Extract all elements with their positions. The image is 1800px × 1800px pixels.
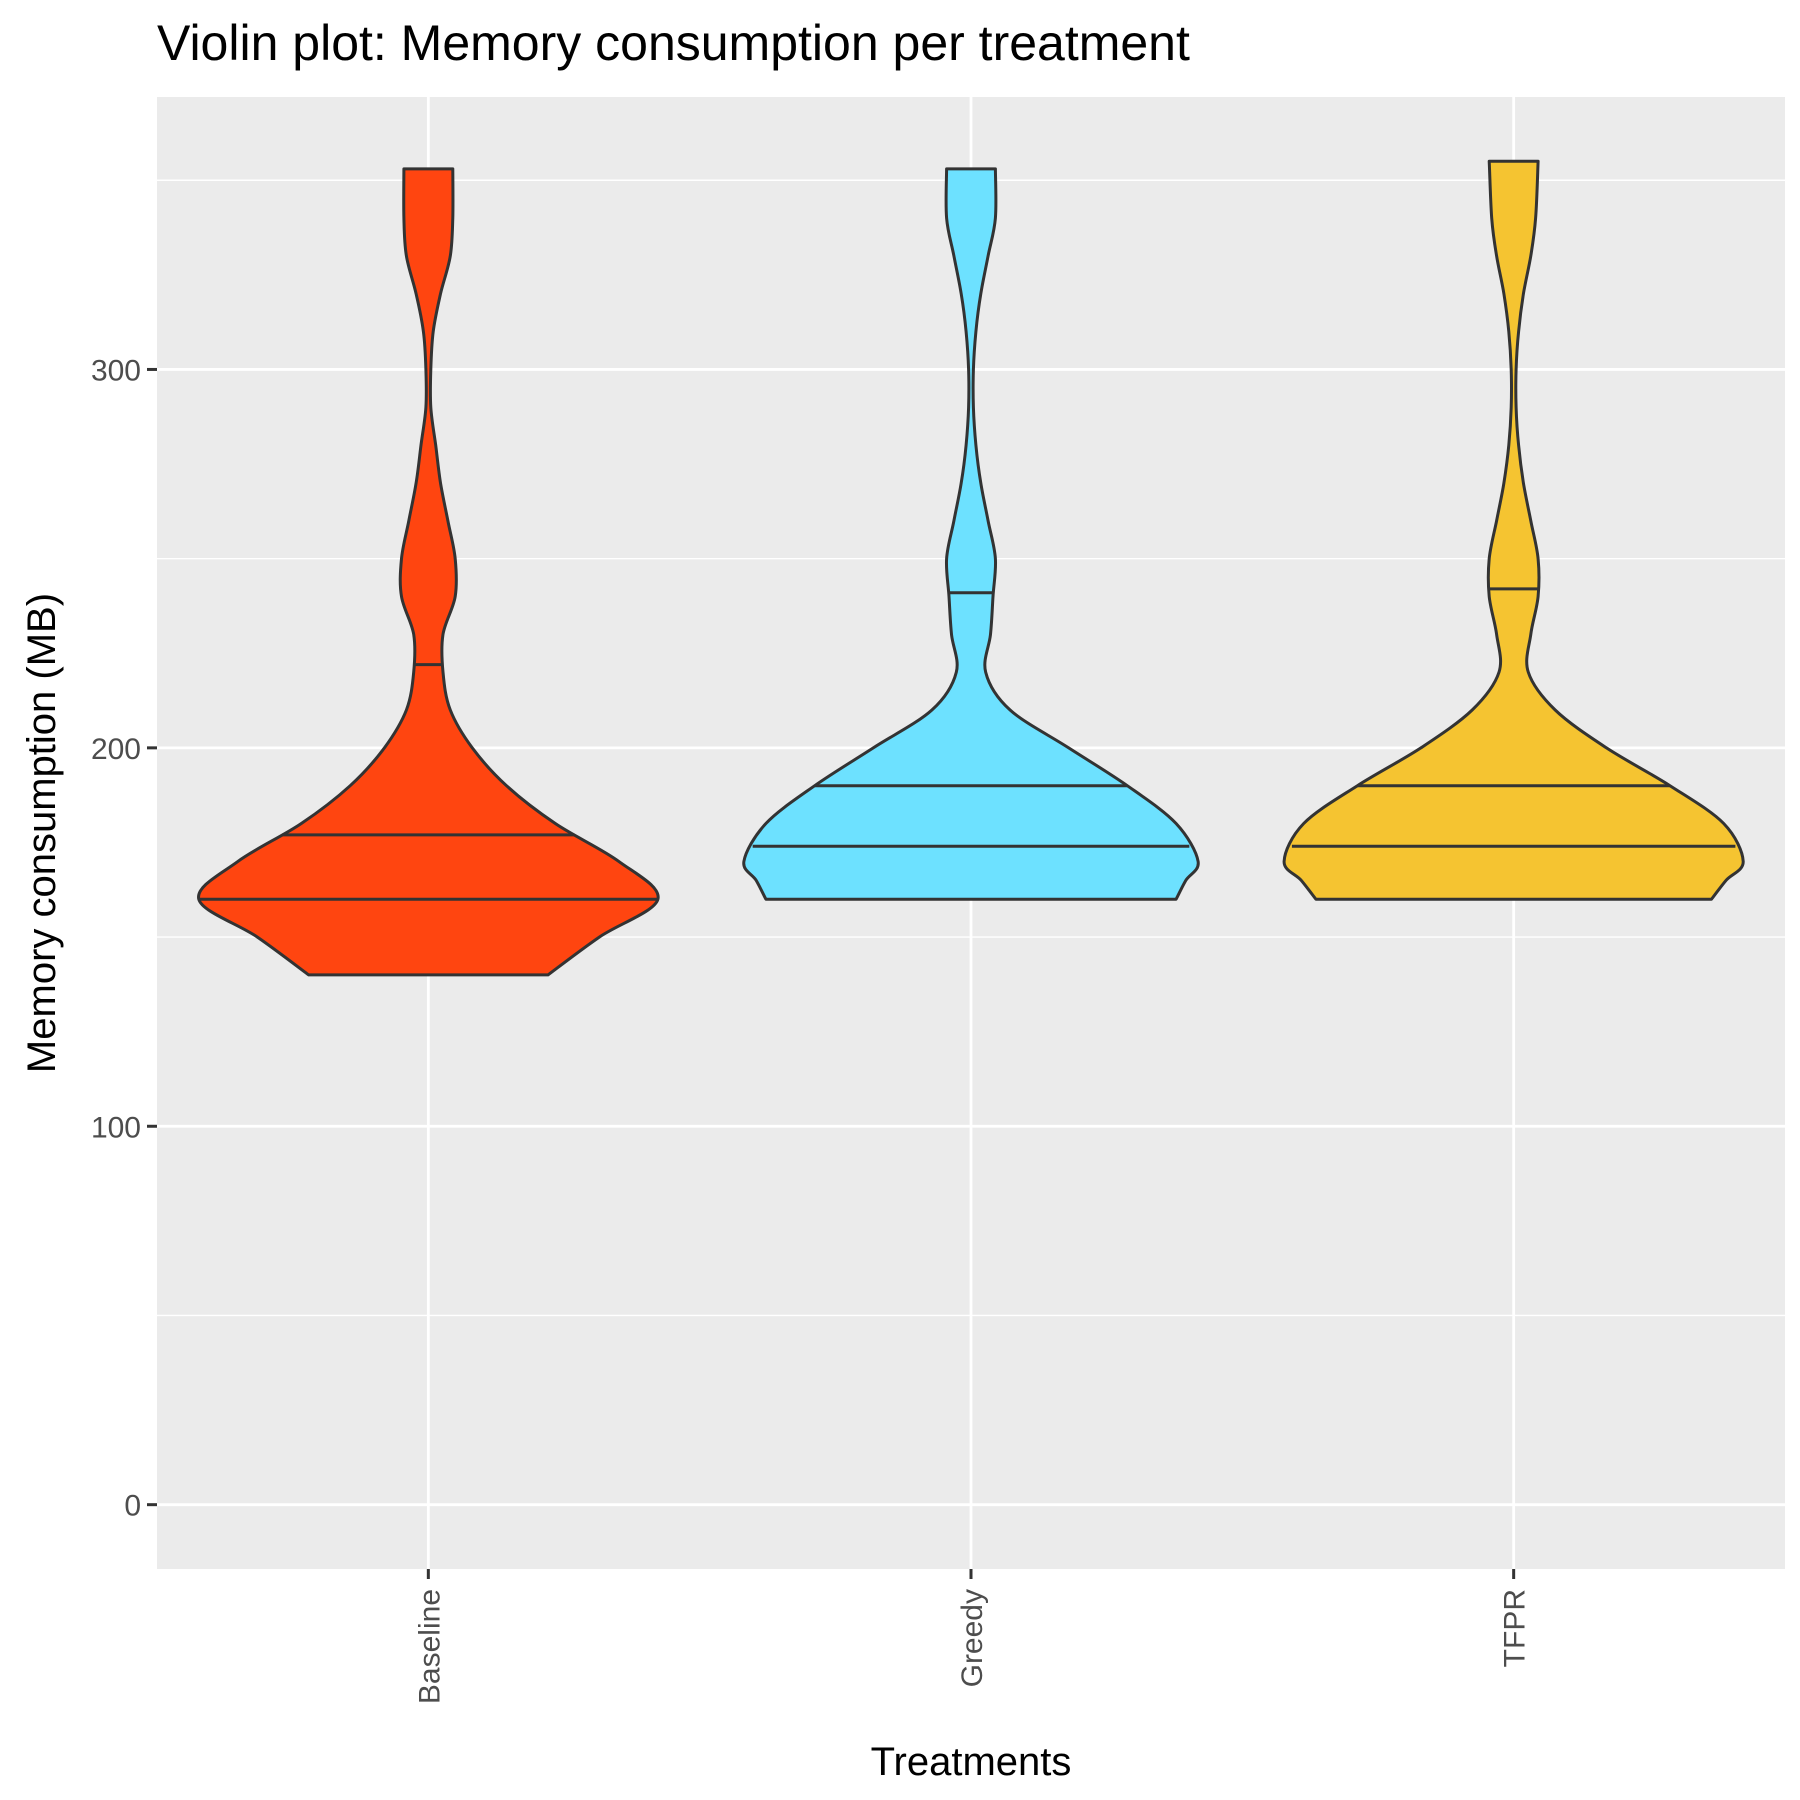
x-tick-label: TFPR (1499, 1589, 1532, 1667)
x-tick-label: Greedy (956, 1589, 989, 1687)
y-axis-title: Memory consumption (MB) (20, 593, 64, 1073)
y-tick-label: 200 (91, 733, 141, 766)
violin-greedy (742, 167, 1200, 901)
y-tick-label: 0 (124, 1490, 141, 1523)
y-tick-label: 300 (91, 354, 141, 387)
violins (197, 159, 1745, 977)
violin-tfpr (1282, 159, 1745, 901)
x-axis: Baseline Greedy TFPR (413, 1569, 1532, 1704)
violin-baseline (197, 167, 660, 977)
y-axis: 0 100 200 300 (91, 354, 157, 1523)
x-tick-label: Baseline (413, 1589, 446, 1704)
chart-title: Violin plot: Memory consumption per trea… (157, 15, 1190, 71)
y-tick-label: 100 (91, 1111, 141, 1144)
x-axis-title: Treatments (871, 1740, 1072, 1784)
